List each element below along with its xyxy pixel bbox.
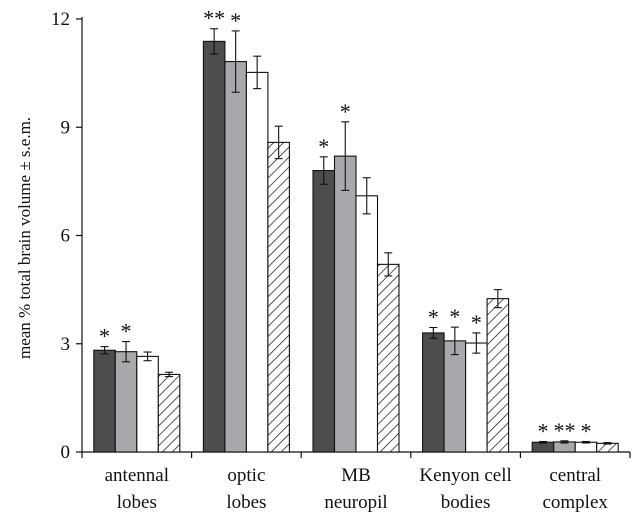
significance-marker: * — [340, 99, 351, 124]
significance-marker: * — [580, 419, 591, 444]
x-tick-label: neuropil — [324, 492, 387, 513]
bar — [245, 71, 269, 453]
bar — [114, 351, 138, 453]
bar — [443, 340, 467, 453]
y-axis-label: mean % total brain volume ± s.e.m. — [15, 117, 34, 359]
bar — [312, 170, 336, 453]
x-tick-label: optic — [227, 465, 265, 486]
significance-marker: * — [428, 305, 439, 330]
y-tick-label: 3 — [61, 334, 71, 355]
error-bars — [100, 28, 612, 445]
bar — [136, 355, 159, 453]
x-axis: antennal lobes optic lobes MB neuropil Kenyon … — [81, 451, 631, 513]
x-tick-label: bodies — [441, 492, 491, 513]
bar — [376, 263, 400, 453]
y-tick-label: 0 — [61, 442, 71, 463]
significance-marker: * — [99, 324, 110, 349]
bars — [93, 40, 619, 453]
x-tick-label: antennal — [105, 465, 169, 486]
bar — [93, 349, 116, 453]
bar — [333, 155, 357, 453]
y-axis: 0 3 6 9 12 — [51, 9, 83, 463]
bar — [224, 61, 247, 453]
x-tick-label: Kenyon cell — [419, 465, 511, 486]
significance-marker: ** — [203, 6, 225, 31]
x-tick-label: MB — [341, 465, 371, 486]
x-tick-label: central — [549, 465, 601, 486]
significance-marker: ** — [553, 418, 575, 443]
significance-markers: * *** **** * ** ** * — [99, 6, 591, 444]
y-tick-label: 6 — [61, 226, 71, 247]
significance-marker: * — [318, 134, 329, 159]
bar — [574, 441, 598, 453]
significance-marker: * — [471, 310, 482, 335]
y-tick-label: 12 — [51, 9, 70, 30]
significance-marker: * — [121, 319, 132, 344]
bar — [486, 298, 510, 453]
bar — [422, 332, 445, 453]
significance-marker: * — [537, 419, 548, 444]
bar — [157, 373, 181, 453]
significance-marker: * — [230, 8, 241, 33]
bar — [596, 442, 619, 453]
bar — [202, 40, 226, 453]
x-tick-label: complex — [542, 492, 608, 513]
x-tick-label: lobes — [117, 492, 157, 513]
x-tick-label: lobes — [226, 492, 266, 513]
bar — [531, 441, 555, 453]
bar — [355, 195, 379, 453]
bar — [267, 141, 290, 453]
y-tick-label: 9 — [61, 117, 71, 138]
bar — [465, 342, 488, 453]
significance-marker: * — [449, 304, 460, 329]
